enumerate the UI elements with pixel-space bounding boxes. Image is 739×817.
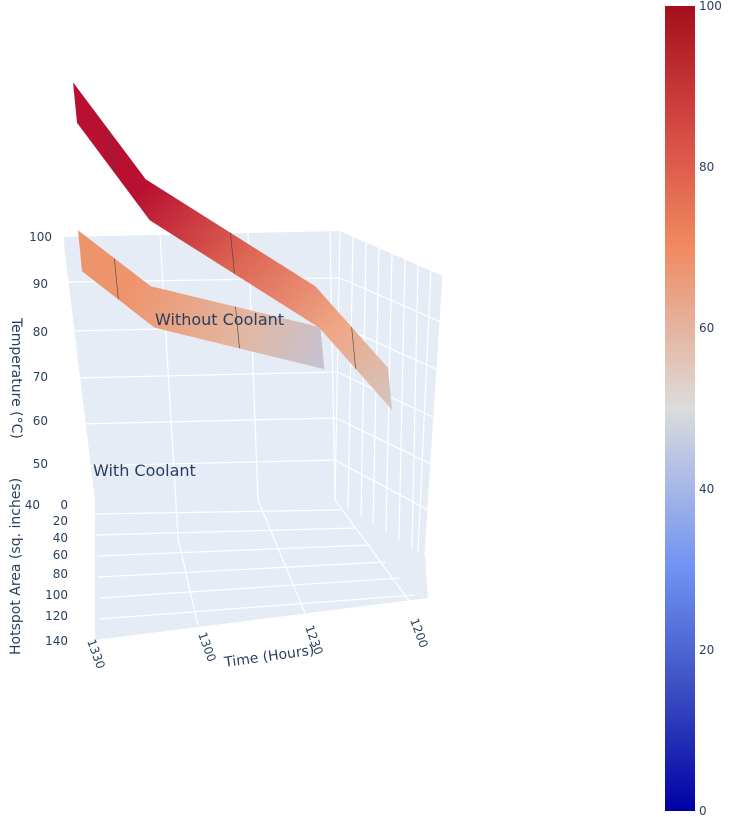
x-tick-label: 1300 [195,630,219,663]
z-tick-label: 50 [33,457,48,471]
colorbar-tick-label: 60 [699,321,714,335]
surface-with-coolant [78,230,325,370]
x-tick-label: 1200 [407,616,431,649]
z-tick-label: 80 [33,325,48,339]
x-axis-title: Time (Hours) [222,642,315,671]
y-tick-label: 100 [45,588,68,602]
colorbar-tick-label: 80 [699,160,714,174]
surfaces [73,82,392,410]
surface-without-coolant [73,82,392,410]
z-tick-label: 40 [25,498,40,512]
z-tick-label: 90 [33,277,48,291]
surface-contour-line [109,130,114,172]
annotation-without-coolant: Without Coolant [155,310,284,329]
surface-contour-line [351,327,356,369]
y-tick-label: 20 [53,514,68,528]
y-tick-label: 60 [53,548,68,562]
x-tick-label: 1330 [84,637,108,670]
z-tick-label: 100 [29,230,52,244]
y-tick-label: 140 [45,634,68,648]
colorbar-tick-label: 100 [699,0,722,13]
surface-contour-line [230,232,235,275]
y-axis-title: Hotspot Area (sq. inches) [8,478,24,655]
colorbar-ticks: 0 20 40 60 80 100 [699,0,722,817]
surface-contour-line [235,306,240,349]
z-axis-title: Temperature (°C) [8,317,24,439]
colorbar-gradient [665,6,695,811]
surface-contour-line [114,258,119,300]
y-tick-label: 40 [53,531,68,545]
z-tick-label: 70 [33,370,48,384]
colorbar: 0 20 40 60 80 100 [665,0,722,817]
y-tick-label: 120 [45,609,68,623]
annotation-with-coolant: With Coolant [93,461,196,480]
colorbar-tick-label: 0 [699,804,707,817]
y-tick-label: 0 [60,498,68,512]
z-tick-label: 60 [33,414,48,428]
colorbar-tick-label: 40 [699,482,714,496]
colorbar-tick-label: 20 [699,643,714,657]
y-tick-label: 80 [53,567,68,581]
